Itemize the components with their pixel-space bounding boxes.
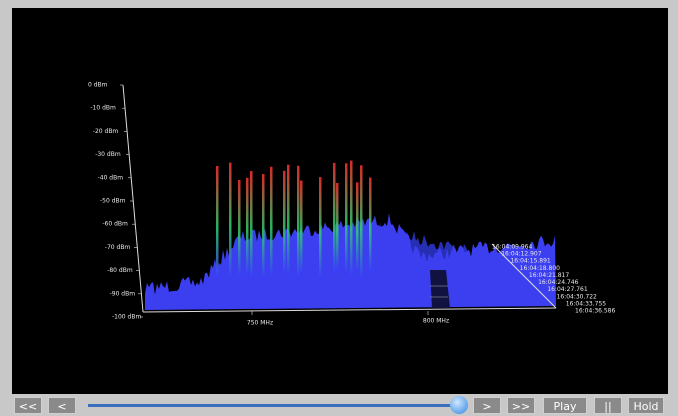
prev-button[interactable]: <: [48, 397, 76, 414]
plot-area: [12, 8, 668, 394]
time-label: 16:04:09.964: [492, 244, 532, 251]
axes: 0 dBm -10 dBm -20 dBm -30 dBm -40 dBm -50 dBm…: [88, 82, 615, 327]
x-axis: [142, 307, 557, 313]
spectrum-spike: [350, 160, 353, 277]
time-label: 16:04:27.761: [547, 286, 587, 293]
spectrum-spike: [356, 182, 359, 272]
timeline-slider[interactable]: [88, 404, 460, 407]
y-tick-label: -60 dBm: [102, 221, 128, 228]
time-label: 16:04:30.722: [557, 293, 597, 300]
y-tick-label: -100 dBm: [112, 314, 141, 321]
first-button[interactable]: <<: [14, 397, 42, 414]
y-axis: [122, 84, 144, 313]
spectrum-spike: [270, 166, 273, 277]
time-label: 16:04:33.755: [566, 300, 606, 307]
spectrum-spike: [250, 171, 253, 279]
y-tick-label: -10 dBm: [90, 105, 116, 112]
spectrum-spike: [238, 180, 241, 277]
time-label: 16:04:18.800: [520, 265, 560, 272]
time-label: 16:04:15.891: [510, 258, 550, 265]
x-tick-label: 800 MHz: [423, 318, 449, 325]
spectrum-view: 0 dBm -10 dBm -20 dBm -30 dBm -40 dBm -50 dBm…: [12, 8, 668, 394]
y-tick-label: 0 dBm: [88, 82, 108, 89]
y-tick-label: -70 dBm: [105, 244, 131, 251]
spectrum-spike: [336, 183, 339, 271]
time-label: 16:04:36.586: [575, 308, 615, 315]
slider-knob[interactable]: [450, 396, 468, 414]
spectrum-spike: [216, 165, 219, 278]
spectrum-spike: [360, 165, 363, 280]
time-label: 16:04:12.907: [501, 251, 541, 258]
time-axis: [491, 243, 557, 309]
spectrum-spike: [345, 163, 348, 274]
y-tick-label: -30 dBm: [95, 151, 121, 158]
time-label: 16:04:24.746: [538, 279, 578, 286]
y-tick-label: -50 dBm: [100, 198, 126, 205]
spectrum-surface: [145, 160, 556, 310]
next-button[interactable]: >: [473, 397, 501, 414]
spectrum-gap: [430, 270, 450, 308]
play-button[interactable]: Play: [543, 397, 587, 414]
x-tick-label: 750 MHz: [247, 320, 273, 327]
y-tick-label: -20 dBm: [93, 128, 119, 135]
spectrum-spike: [229, 162, 232, 280]
spectrum-spike: [262, 174, 265, 279]
last-button[interactable]: >>: [507, 397, 535, 414]
y-tick-label: -90 dBm: [110, 290, 136, 297]
spectrum-spike: [300, 180, 303, 274]
spectrum-spike: [246, 177, 249, 276]
time-label: 16:04:21.817: [529, 272, 569, 279]
hold-button[interactable]: Hold: [628, 397, 664, 414]
spectrum-spike: [283, 170, 286, 274]
y-tick-label: -80 dBm: [107, 267, 133, 274]
y-tick-label: -40 dBm: [98, 174, 124, 181]
spectrum-spike: [333, 162, 336, 274]
spectrum-spike: [297, 165, 300, 279]
spectrum-spike: [369, 177, 372, 272]
spectrum-spike: [319, 177, 322, 279]
pause-button[interactable]: ||: [594, 397, 622, 414]
spectrum-spike: [287, 164, 290, 276]
